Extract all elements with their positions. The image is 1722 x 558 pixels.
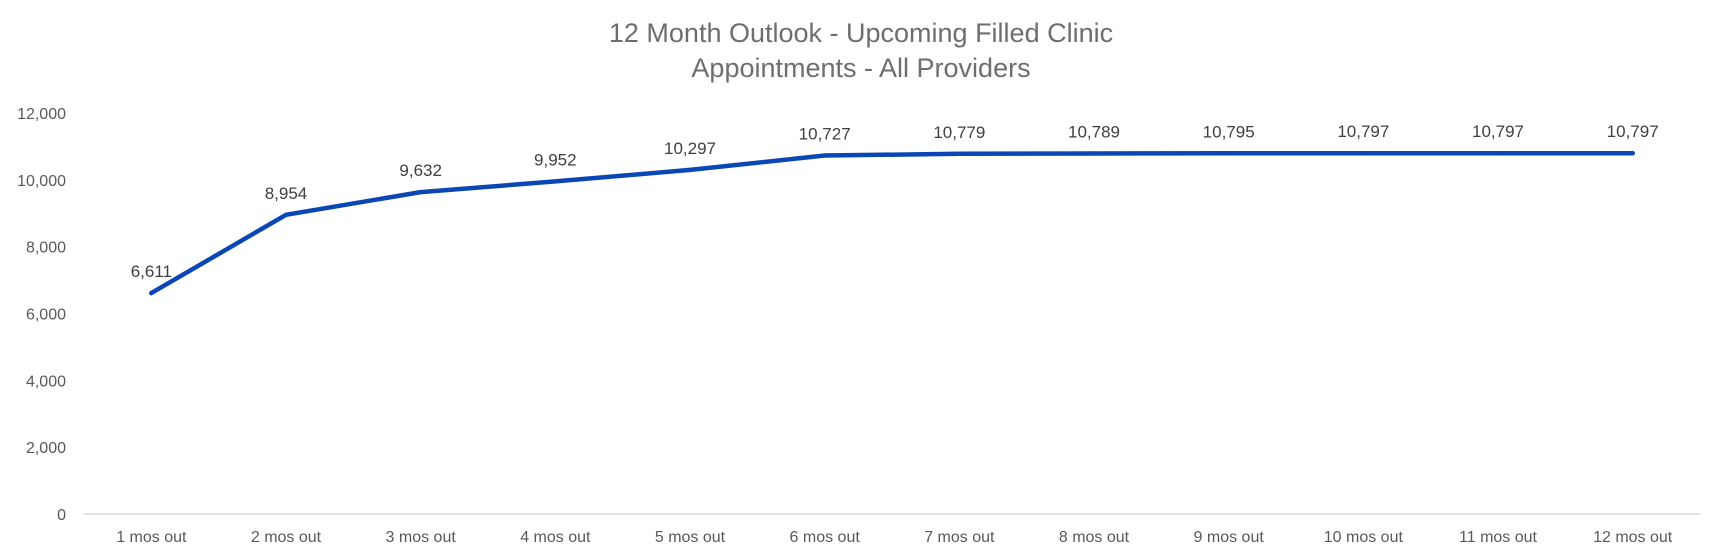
data-label: 10,797 <box>1607 122 1659 141</box>
data-point <box>1361 151 1366 156</box>
x-tick-label: 1 mos out <box>116 529 187 546</box>
data-point <box>149 290 154 296</box>
data-point <box>1495 151 1501 156</box>
y-tick-label: 6,000 <box>26 307 66 324</box>
data-label: 9,952 <box>534 150 577 169</box>
data-point <box>957 151 962 157</box>
y-tick-label: 10,000 <box>17 173 66 190</box>
y-tick-label: 4,000 <box>26 373 66 390</box>
data-point <box>1091 151 1097 156</box>
data-point <box>1226 151 1231 156</box>
series-layer <box>149 150 1635 296</box>
data-labels: 6,611 8,954 9,632 9,952 10,297 10,727 10,779 10… <box>131 122 1659 281</box>
data-label: 10,797 <box>1337 122 1389 141</box>
data-point <box>822 153 827 158</box>
data-label: 9,632 <box>399 161 442 180</box>
data-point <box>1630 151 1635 156</box>
x-tick-label: 8 mos out <box>1059 529 1130 546</box>
y-axis: 0 2,000 4,000 6,000 8,000 10,000 12,000 <box>17 106 66 524</box>
data-label: 10,797 <box>1472 122 1524 141</box>
x-tick-label: 6 mos out <box>790 529 861 546</box>
chart-title-line-2: Appointments - All Providers <box>691 53 1031 83</box>
data-label: 10,789 <box>1068 122 1120 141</box>
data-label: 10,779 <box>933 123 985 142</box>
x-tick-label: 11 mos out <box>1459 529 1538 546</box>
data-label: 8,954 <box>265 184 308 203</box>
x-tick-label: 4 mos out <box>520 529 591 546</box>
x-tick-label: 2 mos out <box>251 529 322 546</box>
x-tick-label: 12 mos out <box>1593 529 1673 546</box>
y-tick-label: 2,000 <box>26 440 66 457</box>
chart-title-line-1: 12 Month Outlook - Upcoming Filled Clini… <box>608 18 1114 48</box>
x-axis: 1 mos out 2 mos out 3 mos out 4 mos out 5 mo… <box>116 529 1673 546</box>
y-tick-label: 8,000 <box>26 240 66 257</box>
data-point <box>418 189 423 195</box>
data-point <box>283 212 289 217</box>
data-label: 10,795 <box>1203 122 1255 141</box>
x-tick-label: 7 mos out <box>924 529 995 546</box>
chart-title: 12 Month Outlook - Upcoming Filled Clini… <box>0 16 1722 86</box>
y-tick-label: 0 <box>57 507 66 524</box>
x-tick-label: 5 mos out <box>655 529 726 546</box>
x-tick-label: 9 mos out <box>1194 529 1265 546</box>
x-tick-label: 3 mos out <box>386 529 457 546</box>
data-label: 10,727 <box>799 125 851 144</box>
series-line <box>149 150 1635 296</box>
data-point <box>687 167 693 173</box>
y-tick-label: 12,000 <box>17 106 66 123</box>
data-point <box>553 179 558 184</box>
x-tick-label: 10 mos out <box>1324 529 1404 546</box>
data-label: 10,297 <box>664 139 716 158</box>
data-label: 6,611 <box>131 262 172 281</box>
